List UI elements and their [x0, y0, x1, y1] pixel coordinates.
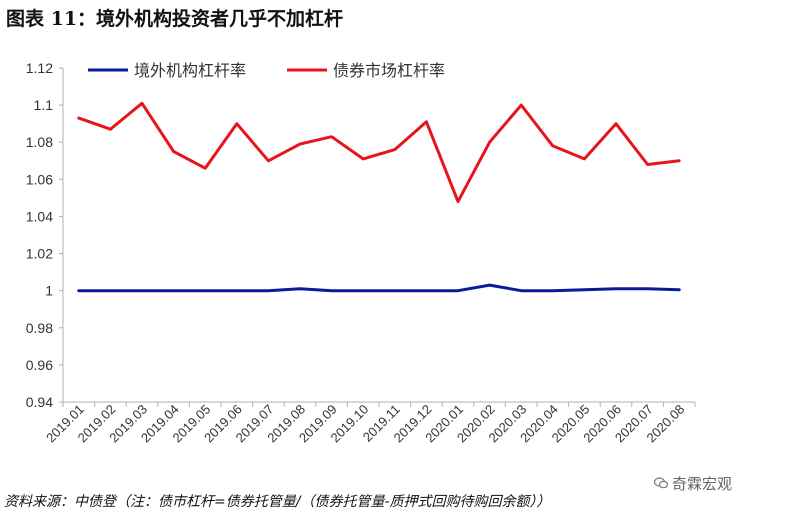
y-tick-label: 1.1 [34, 97, 54, 113]
y-tick-label: 1.04 [26, 208, 53, 224]
source-note: 资料来源：中债登（注：债市杠杆=债券托管量/（债券托管量-质押式回购待购回余额）… [4, 494, 551, 510]
watermark: 奇霖宏观 [653, 473, 733, 494]
x-axis: 2019.012019.022019.032019.042019.052019.… [43, 401, 696, 445]
y-tick-label: 0.94 [26, 394, 53, 410]
watermark-text: 奇霖宏观 [672, 475, 733, 493]
y-tick-label: 1.02 [26, 246, 53, 262]
series-line-2 [77, 101, 681, 204]
legend: 境外机构杠杆率 债券市场杠杆率 [88, 61, 445, 80]
y-tick-label: 1.12 [26, 60, 53, 76]
y-tick-label: 1 [45, 283, 53, 299]
figure-title: 图表 11：境外机构投资者几乎不加杠杆 [6, 8, 344, 30]
y-tick-label: 0.96 [26, 357, 53, 373]
y-tick-label: 1.08 [26, 134, 53, 150]
legend-label-2: 债券市场杠杆率 [333, 61, 445, 80]
y-tick-label: 1.06 [26, 171, 53, 187]
wechat-icon [653, 475, 669, 493]
series-line-1 [77, 283, 681, 293]
legend-label-1: 境外机构杠杆率 [134, 61, 246, 80]
y-tick-label: 0.98 [26, 320, 53, 336]
y-axis: 0.94 0.96 0.98 1 1.02 1.04 1.06 1.08 1.1 1.12 [26, 60, 64, 410]
series-lines [77, 101, 681, 293]
